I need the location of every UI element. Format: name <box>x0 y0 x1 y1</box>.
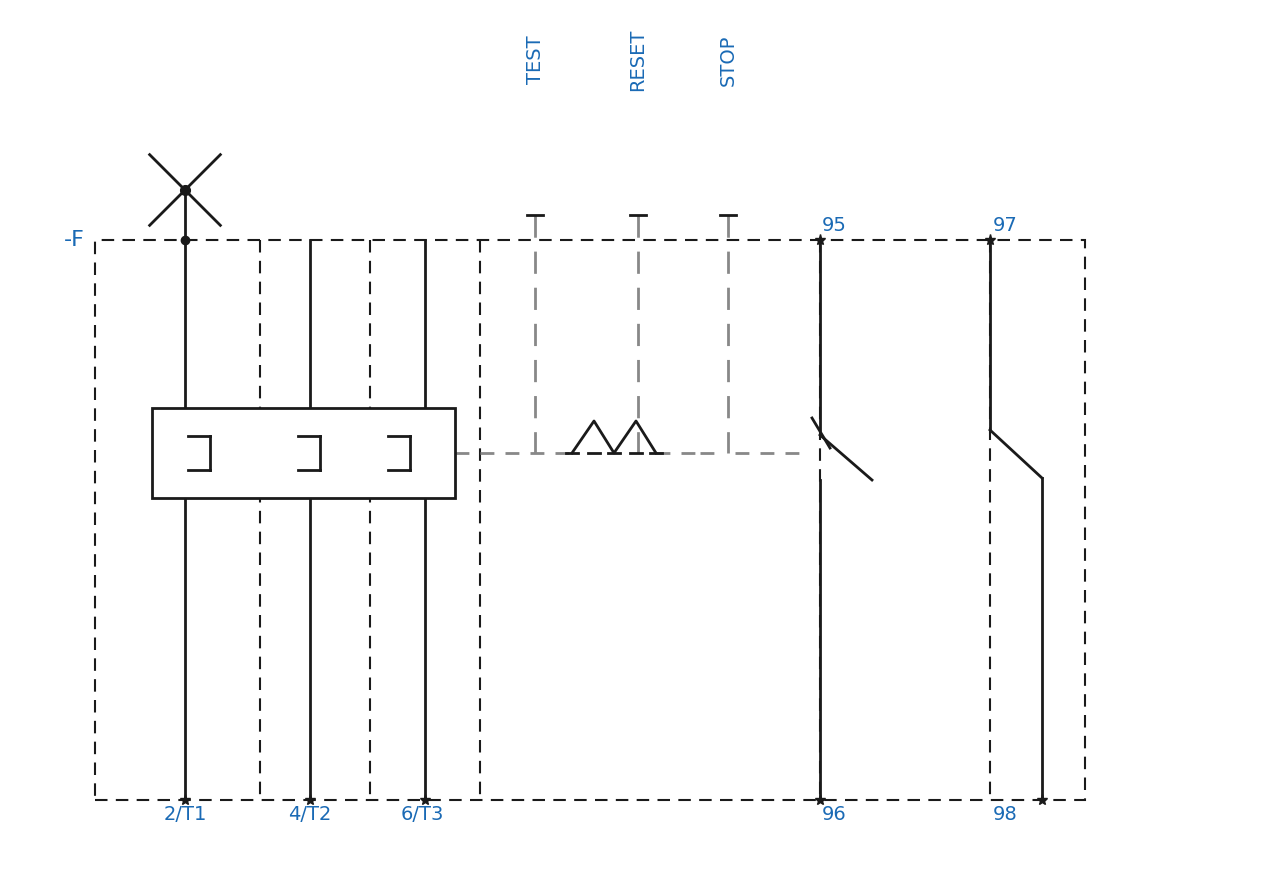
Text: 2/T1: 2/T1 <box>164 805 206 824</box>
Text: 96: 96 <box>822 805 847 824</box>
Text: 97: 97 <box>993 216 1018 235</box>
Text: 6/T3: 6/T3 <box>401 805 444 824</box>
Text: -F: -F <box>64 230 84 250</box>
Text: TEST: TEST <box>526 36 544 84</box>
Text: STOP: STOP <box>718 34 737 86</box>
Text: RESET: RESET <box>628 29 648 91</box>
Bar <box>152 408 454 498</box>
Text: 95: 95 <box>822 216 847 235</box>
Text: 4/T2: 4/T2 <box>288 805 332 824</box>
Bar <box>95 240 1085 800</box>
Text: 98: 98 <box>993 805 1018 824</box>
